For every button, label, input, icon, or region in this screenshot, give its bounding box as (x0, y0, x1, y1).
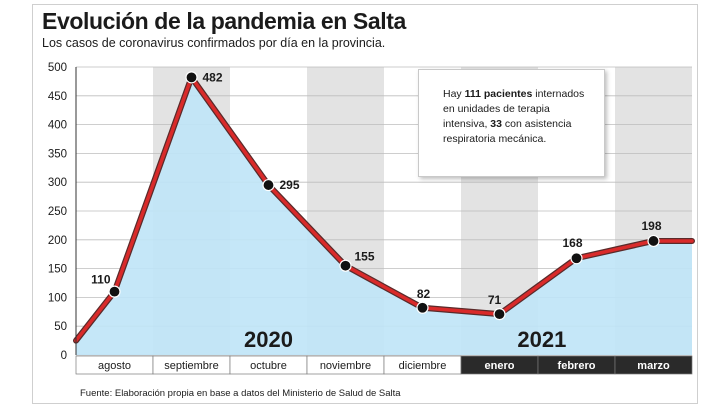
year-label: 2021 (517, 327, 566, 352)
data-label-octubre: 295 (280, 178, 300, 192)
x-tick-label: agosto (98, 360, 131, 372)
x-tick-label: diciembre (399, 360, 447, 372)
note-highlight-ventilation: 33 (490, 118, 502, 130)
note-text-2: internados en unidades de terapia intens… (443, 88, 585, 130)
data-label-enero: 71 (488, 293, 502, 307)
data-label-agosto: 110 (91, 273, 111, 287)
data-label-diciembre: 82 (417, 287, 431, 301)
category-cell-marzo (614, 355, 693, 375)
data-point-enero (493, 308, 506, 321)
data-label-febrero: 168 (562, 236, 582, 250)
data-point-septiembre (185, 71, 198, 84)
note-highlight-patients: 111 pacientes (464, 88, 533, 100)
x-tick-label: marzo (637, 360, 670, 372)
note-text-1: Hay (443, 88, 465, 100)
y-tick-label: 350 (48, 148, 67, 160)
year-label: 2020 (244, 327, 293, 352)
data-point-marzo (647, 234, 660, 248)
data-point-febrero (570, 252, 583, 265)
area-fill (76, 77, 692, 356)
data-point-diciembre (416, 301, 429, 314)
chart-title: Evolución de la pandemia en Salta (42, 8, 406, 34)
info-note: Hay 111 pacientes internados en unidades… (418, 69, 605, 177)
y-tick-label: 200 (48, 235, 67, 247)
y-tick-label: 450 (48, 91, 67, 103)
data-label-septiembre: 482 (203, 70, 223, 84)
x-tick-label: noviembre (320, 360, 371, 372)
graphic-frame (32, 4, 698, 404)
y-tick-label: 250 (48, 206, 67, 218)
x-tick-label: febrero (558, 360, 596, 372)
y-tick-label: 400 (48, 120, 67, 132)
x-tick-label: octubre (250, 360, 287, 372)
y-tick-label: 150 (48, 264, 67, 276)
y-tick-label: 100 (48, 292, 67, 304)
source-note: Fuente: Elaboración propia en base a dat… (80, 388, 401, 399)
y-tick-label: 300 (48, 177, 67, 189)
data-point-octubre (262, 178, 275, 192)
data-label-marzo: 198 (641, 219, 661, 233)
x-tick-label: enero (485, 360, 515, 372)
note-text-3: con asistencia respiratoria mecánica. (443, 118, 572, 145)
chart-subtitle: Los casos de coronavirus confirmados por… (42, 36, 386, 50)
x-tick-label: septiembre (164, 360, 218, 372)
data-label-noviembre: 155 (355, 250, 375, 264)
y-tick-label: 500 (48, 62, 67, 74)
y-tick-label: 0 (61, 350, 67, 362)
data-point-agosto (108, 285, 121, 298)
data-point-noviembre (339, 259, 352, 272)
y-tick-label: 50 (54, 321, 67, 333)
series-line (74, 75, 694, 343)
